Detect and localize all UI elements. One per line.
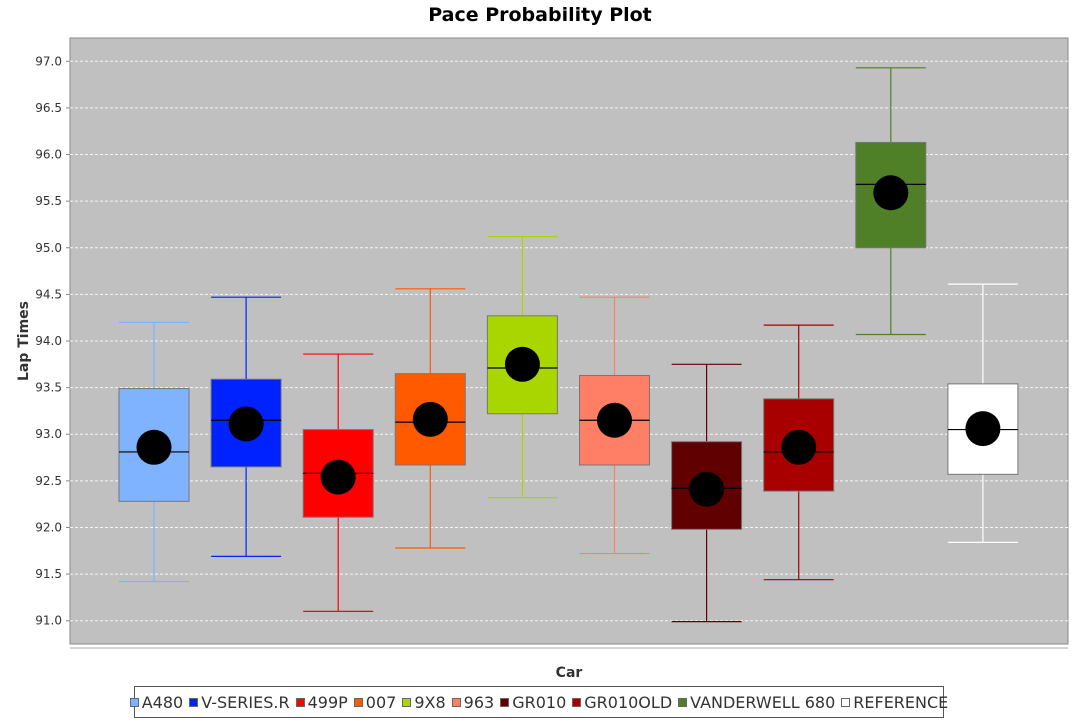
legend-swatch bbox=[451, 697, 461, 707]
legend-swatch bbox=[678, 697, 688, 707]
box-a480 bbox=[118, 321, 190, 583]
y-axis-ticks: 91.0 91.5 92.0 92.5 93.0 93.5 94.0 94.5 95.0 95.5… bbox=[35, 54, 70, 628]
box-v-series-r bbox=[210, 296, 282, 557]
y-tick-label: 93.0 bbox=[35, 427, 62, 441]
mean-marker bbox=[320, 459, 356, 495]
legend-swatch bbox=[189, 697, 199, 707]
y-tick-label: 96.5 bbox=[35, 101, 62, 115]
y-tick-label: 92.0 bbox=[35, 520, 62, 534]
legend-swatch bbox=[129, 697, 139, 707]
legend-swatch bbox=[500, 697, 510, 707]
legend-item: 9X8 bbox=[402, 692, 446, 712]
y-tick-label: 95.5 bbox=[35, 194, 62, 208]
y-tick-label: 96.0 bbox=[35, 148, 62, 162]
legend-label: 007 bbox=[365, 692, 397, 712]
boxes bbox=[118, 67, 1019, 623]
legend-label: REFERENCE bbox=[853, 692, 949, 712]
legend-label: GR010OLD bbox=[584, 692, 673, 712]
y-axis-title: Lap Times bbox=[16, 301, 32, 381]
box-gr010old bbox=[763, 324, 835, 581]
box-007 bbox=[394, 288, 466, 549]
plot-area bbox=[69, 37, 1069, 645]
box-499p bbox=[302, 353, 374, 612]
legend-item: REFERENCE bbox=[841, 693, 948, 712]
legend-item: 499P bbox=[295, 692, 348, 712]
y-tick-label: 92.5 bbox=[35, 474, 62, 488]
legend-label: 499P bbox=[307, 692, 348, 712]
chart-title: Pace Probability Plot bbox=[428, 4, 652, 26]
legend-item: 963 bbox=[451, 692, 495, 712]
legend-label: GR010 bbox=[512, 692, 567, 712]
legend-item: GR010 bbox=[500, 693, 566, 712]
gridlines bbox=[70, 60, 1068, 622]
legend-label: 9X8 bbox=[414, 692, 446, 712]
legend-item: VANDERWELL 680 bbox=[678, 693, 835, 712]
mean-marker bbox=[873, 175, 909, 211]
mean-marker bbox=[781, 429, 817, 465]
y-tick-label: 94.5 bbox=[35, 287, 62, 301]
box-9x8 bbox=[486, 235, 558, 499]
legend-label: A480 bbox=[141, 692, 184, 712]
mean-marker bbox=[504, 346, 540, 382]
box-gr010 bbox=[671, 363, 743, 623]
legend-label: VANDERWELL 680 bbox=[690, 692, 836, 712]
box-963 bbox=[579, 296, 650, 555]
y-tick-label: 91.0 bbox=[35, 614, 62, 628]
x-axis-title: Car bbox=[556, 665, 583, 681]
mean-marker bbox=[136, 429, 172, 465]
legend-swatch bbox=[353, 697, 363, 707]
legend-swatch bbox=[841, 697, 851, 707]
mean-marker bbox=[689, 471, 725, 507]
legend-swatch bbox=[572, 697, 582, 707]
mean-marker bbox=[597, 402, 632, 438]
legend-swatch bbox=[295, 697, 305, 707]
y-tick-label: 93.5 bbox=[35, 381, 62, 395]
legend-swatch bbox=[402, 697, 412, 707]
mean-marker bbox=[412, 401, 448, 437]
y-tick-label: 95.0 bbox=[35, 241, 62, 255]
y-tick-label: 94.0 bbox=[35, 334, 62, 348]
box-plot-chart: Pace Probability Plot 91.0 91.5 92.0 92.5 93… bbox=[16, 4, 1069, 681]
legend-item: V-SERIES.R bbox=[189, 692, 290, 712]
legend-item: GR010OLD bbox=[572, 693, 672, 712]
legend-item: 007 bbox=[353, 692, 397, 712]
legend: A480 V-SERIES.R 499P 007 9X8 963 GR010 GR010OLD… bbox=[129, 686, 948, 718]
mean-marker bbox=[965, 411, 1001, 447]
mean-marker bbox=[228, 406, 264, 442]
legend-label: 963 bbox=[463, 692, 495, 712]
box-vanderwell-680 bbox=[855, 67, 927, 336]
y-tick-label: 91.5 bbox=[35, 567, 62, 581]
box-reference bbox=[947, 283, 1019, 543]
y-tick-label: 97.0 bbox=[35, 54, 62, 68]
legend-label: V-SERIES.R bbox=[201, 692, 290, 712]
legend-item: A480 bbox=[129, 692, 184, 712]
